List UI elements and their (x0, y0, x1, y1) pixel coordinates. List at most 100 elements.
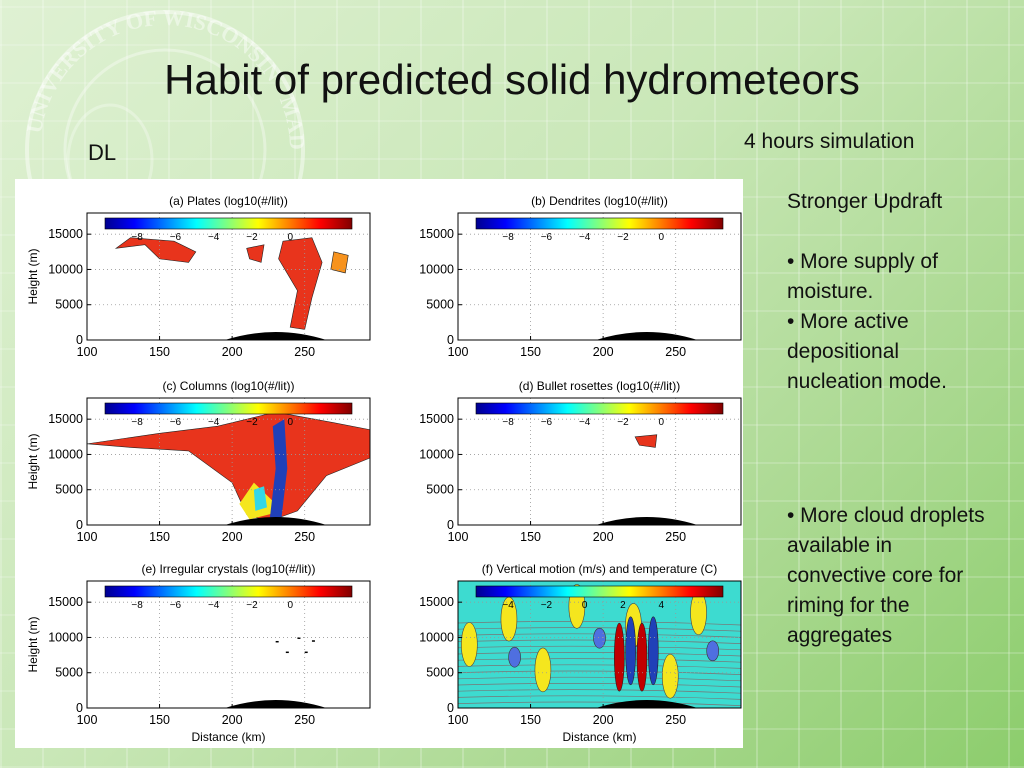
terrain (595, 332, 698, 340)
colorbar-tick-label: 0 (287, 232, 293, 243)
x-tick-label: 250 (665, 713, 686, 727)
downdraft-cell (508, 646, 521, 668)
colorbar-tick-label: −8 (131, 417, 143, 428)
temperature-contour (457, 664, 742, 669)
irregular-crystals-mark (275, 640, 279, 643)
temperature-contour (457, 689, 742, 694)
x-tick-label: 250 (294, 713, 315, 727)
y-tick-label: 0 (76, 701, 83, 715)
plot-frame (86, 212, 371, 341)
x-tick-label: 250 (665, 345, 686, 359)
note-bullet-1: • More supply of moisture. (787, 250, 938, 303)
y-tick-label: 0 (447, 518, 454, 532)
y-tick-label: 0 (447, 333, 454, 347)
slide-title: Habit of predicted solid hydrometeors (164, 56, 860, 103)
x-tick-label: 150 (520, 345, 541, 359)
colorbar-tick-label: −6 (541, 232, 553, 243)
terrain (224, 332, 327, 340)
x-axis-label: Distance (km) (562, 730, 636, 744)
bullet-rosettes-region (634, 434, 658, 448)
y-tick-label: 5000 (426, 483, 454, 497)
colorbar-tick-label: 0 (658, 417, 664, 428)
colorbar-tick-label: −4 (208, 232, 220, 243)
irregular-crystals-mark (311, 640, 315, 642)
colorbar-tick-label: −2 (246, 417, 258, 428)
colorbar (104, 217, 353, 230)
temperature-contour (457, 670, 742, 675)
y-tick-label: 5000 (426, 298, 454, 312)
colorbar-tick-label: −4 (579, 417, 591, 428)
vertical-motion-cell (690, 590, 707, 636)
colorbar-tick-label: −8 (502, 417, 514, 428)
temperature-contour (457, 676, 742, 682)
vertical-motion-cell (534, 647, 552, 693)
plot-area (458, 213, 741, 340)
panel-title: (e) Irregular crystals (log10(#/lit)) (141, 562, 315, 576)
x-tick-label: 150 (520, 713, 541, 727)
colorbar-tick-label: −2 (617, 417, 629, 428)
y-tick-label: 15000 (419, 595, 454, 609)
plot-frame (457, 212, 742, 341)
plot-frame (457, 397, 742, 526)
colorbar-tick-label: −4 (579, 232, 591, 243)
y-tick-label: 15000 (48, 412, 83, 426)
y-tick-label: 10000 (419, 262, 454, 276)
y-tick-label: 0 (447, 701, 454, 715)
label-dl: DL (88, 140, 117, 165)
y-tick-label: 10000 (419, 447, 454, 461)
colorbar-tick-label: 0 (287, 417, 293, 428)
terrain (595, 517, 698, 525)
temperature-contour (457, 695, 742, 700)
y-tick-label: 5000 (426, 666, 454, 680)
y-axis-label: Height (m) (26, 433, 40, 489)
terrain (224, 700, 327, 708)
terrain (595, 700, 698, 708)
y-axis-label: Height (m) (26, 616, 40, 672)
y-tick-label: 5000 (55, 483, 83, 497)
x-tick-label: 150 (520, 530, 541, 544)
plot-area (87, 213, 370, 340)
y-axis-label: Height (m) (26, 248, 40, 304)
x-tick-label: 100 (77, 713, 98, 727)
colorbar (475, 585, 724, 598)
y-tick-label: 15000 (48, 595, 83, 609)
colorbar-tick-label: −6 (541, 417, 553, 428)
plates-region (246, 244, 265, 263)
panel-f: (f) Vertical motion (m/s) and temperatur… (419, 562, 742, 744)
colorbar-tick-label: −8 (131, 600, 143, 611)
columns-region (269, 419, 288, 518)
panel-title: (b) Dendrites (log10(#/lit)) (531, 194, 668, 208)
updraft-core (636, 622, 648, 692)
colorbar (104, 585, 353, 598)
x-tick-label: 100 (77, 530, 98, 544)
colorbar-tick-label: 0 (658, 232, 664, 243)
colorbar (475, 217, 724, 230)
colorbar-tick-label: −8 (502, 232, 514, 243)
updraft-core (647, 616, 659, 686)
x-tick-label: 200 (593, 345, 614, 359)
irregular-crystals-mark (297, 637, 301, 639)
y-tick-label: 10000 (419, 630, 454, 644)
y-tick-label: 5000 (55, 666, 83, 680)
note-bullet-2: • More active depositional nucleation mo… (787, 310, 947, 393)
panel-d: (d) Bullet rosettes (log10(#/lit)) −8 −6 −4… (419, 379, 742, 544)
plates-region (114, 237, 197, 263)
colorbar-tick-label: −2 (541, 600, 553, 611)
colorbar-tick-label: −8 (131, 232, 143, 243)
colorbar-tick-label: −4 (208, 417, 220, 428)
panel-e: (e) Irregular crystals (log10(#/lit)) −8 −… (26, 562, 371, 744)
panel-title: (a) Plates (log10(#/lit)) (169, 194, 288, 208)
colorbar-tick-label: 0 (582, 600, 588, 611)
notes-heading: Stronger Updraft (787, 190, 943, 213)
note-bullet-3: • More cloud droplets available in conve… (787, 504, 985, 647)
y-tick-label: 15000 (419, 227, 454, 241)
x-tick-label: 150 (149, 713, 170, 727)
notes-panel: Stronger Updraft • More supply of moistu… (787, 187, 997, 651)
colorbar-tick-label: −6 (170, 232, 182, 243)
temperature-contour (457, 627, 742, 632)
temperature-contour (457, 658, 742, 663)
